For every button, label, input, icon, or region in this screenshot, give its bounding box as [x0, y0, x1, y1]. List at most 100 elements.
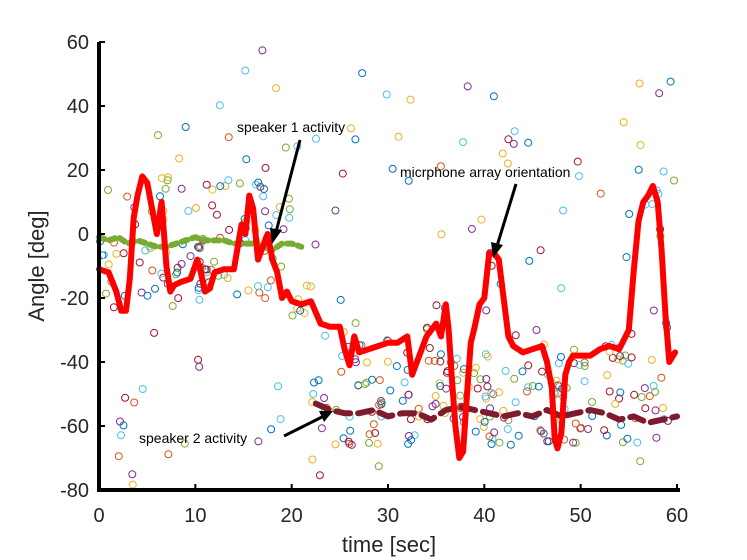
scatter-point-196 [102, 289, 110, 298]
scatter-point-148 [666, 77, 675, 86]
scatter-point-54 [659, 404, 667, 412]
scatter-point-391 [616, 388, 625, 397]
scatter-point-397 [338, 169, 347, 178]
scatter-point-255 [633, 438, 642, 447]
y-tick-label-6: -60 [60, 416, 89, 438]
scatter-point-195 [368, 375, 377, 384]
scatter-point-217 [477, 215, 486, 224]
y-tick-label-1: 40 [67, 96, 89, 118]
scatter-point-417 [344, 437, 353, 446]
scatter-point-288 [141, 246, 150, 255]
scatter-point-115 [223, 274, 232, 282]
scatter-point-363 [404, 390, 413, 399]
scatter-point-55 [194, 355, 203, 364]
scatter-point-23 [258, 46, 267, 55]
scatter-point-160 [216, 182, 225, 191]
scatter-point-315 [202, 180, 211, 189]
x-tick-label-6: 60 [666, 505, 688, 527]
scatter-point-9 [657, 373, 666, 382]
scatter-point-392 [358, 69, 367, 78]
y-tick-label-5: -40 [60, 352, 89, 374]
scatter-point-128 [137, 288, 146, 297]
series-lines [96, 173, 680, 461]
scatter-point-33 [489, 390, 498, 399]
scatter-point-358 [510, 127, 519, 136]
scatter-point-56 [509, 139, 518, 148]
scatter-point-323 [536, 246, 545, 255]
scatter-point-406 [195, 243, 203, 252]
scatter-point-338 [518, 367, 527, 376]
annotation-orientation: micrphone array orientation [400, 164, 570, 180]
scatter-point-337 [641, 404, 650, 413]
scatter-point-261 [315, 471, 324, 480]
scatter-point-226 [524, 138, 533, 147]
scatter-point-145 [383, 357, 392, 366]
scatter-point-136 [608, 353, 617, 362]
scatter-point-352 [616, 352, 625, 361]
scatter-point-410 [471, 363, 480, 372]
scatter-point-146 [382, 90, 391, 99]
scatter-point-123 [309, 390, 318, 398]
scatter-point-325 [634, 165, 643, 174]
scatter-point-7 [337, 367, 346, 376]
scatter-point-324 [577, 424, 586, 432]
scatter-point-372 [557, 353, 565, 361]
scatter-point-247 [467, 224, 476, 233]
scatter-point-62 [224, 133, 233, 142]
scatter-point-369 [285, 205, 294, 214]
scatter-point-144 [285, 213, 294, 222]
scatter-point-314 [128, 470, 137, 479]
scatter-point-390 [431, 392, 440, 400]
scatter-point-11 [404, 176, 413, 185]
scatter-point-112 [254, 282, 262, 291]
scatter-point-129 [272, 84, 281, 93]
scatter-point-132 [584, 425, 593, 433]
scatter-point-396 [538, 367, 547, 376]
scatter-point-402 [480, 417, 489, 426]
scatter-point-44 [225, 225, 234, 234]
scatter-point-344 [588, 398, 596, 406]
scatter-point-353 [524, 383, 533, 392]
scatter-point-201 [266, 276, 275, 285]
scatter-point-51 [436, 357, 445, 366]
scatter-point-366 [312, 134, 320, 143]
scatter-point-227 [386, 386, 395, 395]
scatter-point-184 [404, 432, 413, 440]
x-tick-label-1: 10 [184, 505, 206, 527]
scatter-point-280 [630, 390, 639, 399]
scatter-point-37 [394, 132, 403, 141]
scatter-point-222 [138, 385, 147, 393]
scatter-point-266 [260, 185, 268, 193]
scatter-point-230 [611, 399, 620, 408]
scatter-point-91 [255, 288, 264, 297]
annotation-speaker-2: speaker 2 activity [139, 430, 247, 446]
scatter-point-307 [619, 118, 628, 127]
scatter-point-14 [336, 295, 345, 304]
scatter-point-336 [164, 450, 173, 459]
scatter-point-220 [528, 382, 537, 390]
axis-ticks: 0 10 20 30 40 50 60 60 40 20 0 -20 -40 -60 -80 [60, 32, 688, 527]
scatter-point-170 [640, 384, 649, 393]
scatter-point-384 [173, 268, 182, 277]
scatter-point-105 [532, 326, 541, 334]
scatter-point-74 [482, 306, 491, 315]
annotation-speaker-1: speaker 1 activity [237, 119, 345, 135]
scatter-point-260 [157, 269, 166, 278]
scatter-point-401 [570, 345, 578, 354]
scatter-point-106 [177, 260, 186, 268]
scatter-point-169 [476, 375, 485, 384]
scatter-point-283 [652, 433, 661, 442]
scatter-point-347 [172, 270, 180, 279]
scatter-point-174 [489, 92, 498, 101]
scatter-point-301 [511, 331, 520, 340]
scatter-point-29 [504, 135, 513, 144]
scatter-point-346 [310, 378, 318, 387]
scatter-point-243 [571, 438, 580, 447]
scatter-point-190 [388, 164, 397, 173]
scatter-point-286 [241, 66, 250, 75]
y-tick-label-4: -20 [60, 288, 89, 310]
scatter-point-419 [184, 207, 193, 215]
scatter-point-381 [627, 353, 636, 362]
scatter-point-257 [161, 184, 170, 193]
scatter-point-360 [361, 380, 369, 389]
